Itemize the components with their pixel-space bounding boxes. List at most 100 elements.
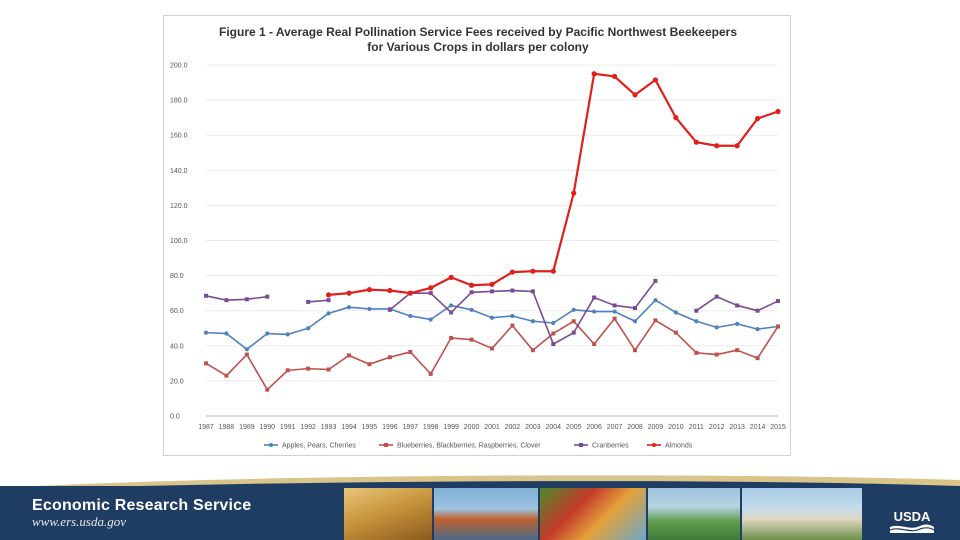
data-point bbox=[592, 342, 597, 347]
data-point bbox=[510, 288, 515, 293]
x-tick-label: 1988 bbox=[219, 424, 235, 431]
data-point bbox=[224, 373, 229, 378]
y-tick-label: 160.0 bbox=[170, 133, 188, 140]
data-point bbox=[550, 268, 556, 274]
x-tick-label: 2006 bbox=[586, 424, 602, 431]
x-tick-label: 2009 bbox=[648, 424, 664, 431]
data-point bbox=[612, 316, 617, 321]
legend-swatch-marker bbox=[384, 443, 388, 447]
data-point bbox=[734, 143, 740, 149]
x-tick-label: 1992 bbox=[300, 424, 316, 431]
data-point bbox=[755, 327, 760, 332]
x-tick-label: 1999 bbox=[443, 424, 459, 431]
x-tick-label: 1997 bbox=[402, 424, 418, 431]
data-point bbox=[592, 309, 597, 314]
y-tick-label: 120.0 bbox=[170, 203, 188, 210]
data-point bbox=[571, 190, 577, 196]
data-point bbox=[776, 324, 780, 329]
data-point bbox=[265, 387, 270, 392]
data-point bbox=[592, 295, 597, 300]
data-point bbox=[346, 290, 352, 296]
chart-frame: Figure 1 - Average Real Pollination Serv… bbox=[163, 15, 791, 456]
data-point bbox=[571, 319, 576, 324]
data-point bbox=[510, 313, 515, 319]
y-tick-label: 140.0 bbox=[170, 168, 188, 175]
data-point bbox=[755, 356, 760, 361]
data-point bbox=[653, 278, 658, 283]
organization-url[interactable]: www.ers.usda.gov bbox=[32, 514, 127, 529]
data-point bbox=[530, 268, 536, 274]
data-point bbox=[571, 307, 576, 312]
usda-logo-text: USDA bbox=[894, 509, 931, 524]
data-point bbox=[754, 115, 761, 122]
series-line bbox=[205, 317, 779, 391]
data-point bbox=[633, 306, 637, 311]
x-tick-label: 2008 bbox=[627, 424, 643, 431]
series-2 bbox=[204, 278, 780, 347]
data-point bbox=[489, 315, 495, 320]
data-point bbox=[530, 319, 535, 324]
x-tick-label: 1990 bbox=[259, 424, 275, 431]
data-point bbox=[428, 317, 433, 322]
legend-label: Apples, Pears, Cherries bbox=[282, 443, 356, 450]
data-point bbox=[224, 331, 229, 336]
data-point bbox=[204, 361, 208, 366]
data-point bbox=[632, 92, 638, 98]
data-point bbox=[347, 353, 351, 358]
y-axis-ticks: 0.0 20.0 40.0 60.0 80.0 100.0 120.0 140.0 160.0 1… bbox=[170, 63, 188, 421]
data-point bbox=[325, 292, 332, 298]
x-tick-label: 1989 bbox=[239, 424, 255, 431]
x-tick-label: 2013 bbox=[729, 424, 745, 431]
x-tick-label: 1996 bbox=[382, 424, 398, 431]
grid-layer bbox=[206, 64, 778, 417]
series-layer bbox=[203, 71, 781, 392]
data-point bbox=[612, 303, 617, 308]
chart-title-line2: for Various Crops in dollars per colony bbox=[367, 40, 589, 54]
x-tick-label: 1998 bbox=[423, 424, 439, 431]
data-point bbox=[653, 298, 658, 303]
data-point bbox=[408, 313, 413, 319]
data-point bbox=[530, 348, 535, 353]
y-tick-label: 100.0 bbox=[170, 238, 188, 245]
data-point bbox=[673, 330, 678, 335]
data-point bbox=[428, 371, 433, 376]
data-point bbox=[448, 274, 454, 280]
data-point bbox=[469, 307, 474, 312]
data-point bbox=[367, 306, 372, 312]
x-tick-label: 2007 bbox=[607, 424, 623, 431]
series-3 bbox=[325, 71, 781, 298]
x-tick-label: 1991 bbox=[280, 424, 296, 431]
legend-swatch-marker bbox=[269, 443, 273, 447]
data-point bbox=[306, 326, 311, 331]
legend-label: Cranberries bbox=[592, 443, 629, 450]
data-point bbox=[326, 311, 331, 316]
data-point bbox=[714, 143, 720, 149]
series-line bbox=[389, 280, 657, 345]
data-point bbox=[244, 352, 249, 357]
y-tick-label: 60.0 bbox=[170, 308, 184, 315]
y-tick-label: 20.0 bbox=[170, 378, 184, 385]
x-tick-label: 2000 bbox=[464, 424, 480, 431]
data-point bbox=[714, 325, 719, 330]
series-line bbox=[308, 299, 329, 303]
data-point bbox=[735, 348, 740, 353]
data-point bbox=[611, 73, 618, 80]
cargo-ship-photo bbox=[434, 488, 538, 540]
y-tick-label: 40.0 bbox=[170, 343, 184, 350]
series-line bbox=[205, 295, 268, 301]
data-point bbox=[551, 320, 556, 326]
x-tick-label: 2010 bbox=[668, 424, 684, 431]
data-point bbox=[694, 308, 699, 313]
data-point bbox=[407, 290, 413, 296]
series-line bbox=[205, 299, 779, 351]
data-point bbox=[571, 330, 576, 335]
data-point bbox=[735, 321, 740, 326]
data-point bbox=[673, 115, 679, 121]
data-point bbox=[387, 355, 392, 360]
data-point bbox=[490, 346, 494, 351]
x-axis-ticks: 1987 1988 1989 1990 1991 1992 1993 1994 1995 1996… bbox=[198, 424, 786, 431]
data-point bbox=[306, 299, 311, 304]
series-1 bbox=[204, 316, 780, 392]
data-point bbox=[612, 309, 617, 314]
x-tick-label: 2011 bbox=[689, 424, 704, 431]
